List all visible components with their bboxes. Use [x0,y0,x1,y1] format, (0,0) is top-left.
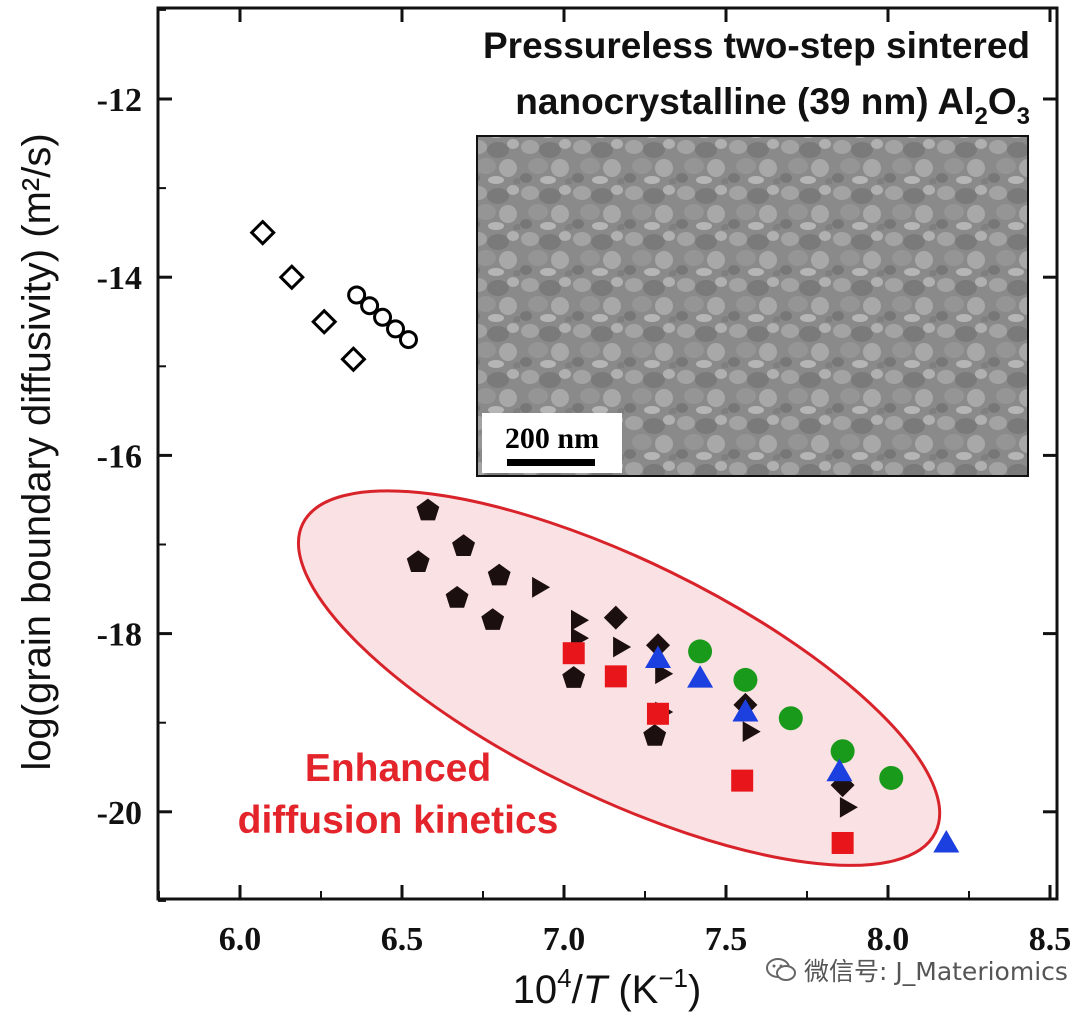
y-tick-label: -20 [97,795,142,832]
y-tick-label: -16 [97,438,142,475]
triangle-right-marker [742,721,761,742]
x-tick-label: 8.0 [867,921,910,958]
triangle-right-marker [839,797,858,818]
circle-marker [688,639,713,664]
triangle-up-marker [645,645,671,668]
square-marker [831,831,854,854]
x-axis-title: 104/T (K−1) [513,963,702,1012]
annotation-line-2: diffusion kinetics [238,799,559,842]
x-tick-label: 6.0 [219,921,262,958]
circle-marker [778,706,803,731]
triangle-right-marker [532,576,551,598]
triangle-up-marker [732,699,759,722]
y-tick-label: -18 [97,617,142,654]
title-line-1: Pressureless two-step sintered [483,25,1030,66]
data-markers [249,219,960,854]
pentagon-marker [643,724,667,746]
annotation-line-1: Enhanced [305,747,491,790]
wechat-icon [766,958,796,981]
diamond-open-marker [340,346,367,373]
x-tick-label: 7.5 [705,921,748,958]
diamond-open-marker [311,308,338,335]
circle-open-marker [347,285,367,305]
pentagon-marker [562,666,586,688]
y-tick-label: -12 [97,82,142,119]
watermark-text: 微信号: J_Materiomics [804,957,1068,986]
scale-bar-label: 200 nm [505,422,599,455]
axis-ticks [158,8,1057,902]
pentagon-marker [416,498,440,521]
pentagon-marker [487,563,511,586]
pentagon-marker [406,550,430,572]
pentagon-marker [481,608,505,630]
x-tick-label: 6.5 [381,921,424,958]
square-marker [731,769,754,792]
watermark: 微信号: J_Materiomics [766,952,1068,988]
triangle-right-marker [655,663,674,685]
pentagon-marker [445,586,469,608]
diamond-open-marker [249,219,276,246]
triangle-right-marker [571,609,589,631]
diamond-open-marker [278,264,305,291]
plot-frame [156,6,1059,901]
square-marker [604,665,627,688]
circle-marker [830,739,855,764]
tick-labels: 6.0 6.5 7.0 7.5 8.0 8.5 -12 -14 -16 -18 -20 [97,82,1072,958]
circle-marker [879,765,904,790]
triangle-up-marker [826,758,853,782]
scale-bar [507,459,595,466]
circle-open-marker [386,319,406,339]
title-line-2: nanocrystalline (39 nm) Al2O3 [515,81,1030,130]
triangle-up-marker [687,665,714,688]
pentagon-marker [452,534,475,556]
y-tick-label: -14 [97,260,142,297]
circle-open-marker [373,307,393,327]
circle-open-marker [398,330,418,350]
circle-open-marker [360,296,380,316]
diamond-marker [646,633,670,658]
y-axis-title: log(grain boundary diffusivity) (m²/s) [15,133,59,770]
x-tick-label: 7.0 [543,921,586,958]
x-tick-label: 8.5 [1029,921,1072,958]
circle-marker [733,667,758,692]
sem-inset: 200 nm [476,135,1029,477]
square-marker [646,702,669,725]
triangle-up-marker [933,830,960,853]
square-marker [562,642,585,665]
triangle-right-marker [613,636,632,658]
diamond-marker [603,605,628,630]
